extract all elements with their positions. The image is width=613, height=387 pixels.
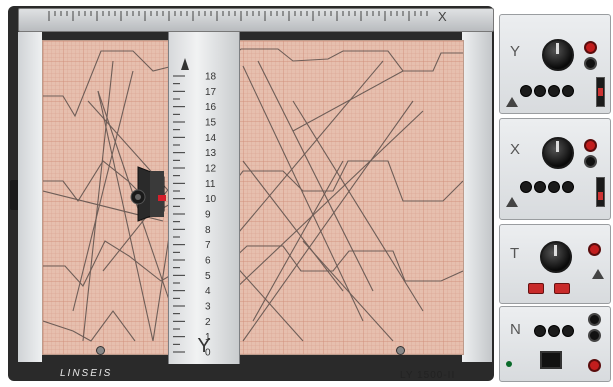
y-scale-label: 13 bbox=[205, 148, 217, 159]
trace-curve bbox=[43, 240, 463, 287]
trace-line bbox=[292, 100, 424, 312]
n-jack-2[interactable] bbox=[588, 329, 601, 342]
trace-line bbox=[82, 60, 114, 342]
timebase-knob[interactable] bbox=[540, 241, 572, 273]
y-scale-label: 8 bbox=[205, 225, 211, 236]
right-guide bbox=[462, 32, 492, 362]
grid bbox=[43, 41, 463, 354]
trace-line bbox=[252, 160, 344, 322]
brand-label: LINSEIS bbox=[60, 368, 113, 379]
x-button-3[interactable] bbox=[548, 181, 560, 193]
y-range-knob[interactable] bbox=[542, 39, 574, 71]
trace-line bbox=[242, 100, 414, 342]
y-scale-label: 7 bbox=[205, 240, 211, 251]
warning-icon bbox=[592, 269, 604, 279]
x-button-4[interactable] bbox=[562, 181, 574, 193]
x-input-jack[interactable] bbox=[584, 139, 597, 152]
trace-line bbox=[232, 110, 424, 292]
y-scale-label: 5 bbox=[205, 271, 211, 282]
y-scale-label: 1 bbox=[205, 332, 211, 343]
trace-line bbox=[242, 160, 344, 292]
y-scale-label: 18 bbox=[205, 72, 217, 83]
trace-line bbox=[97, 90, 154, 342]
module-y: Y bbox=[499, 14, 611, 114]
module-n: N bbox=[499, 306, 611, 382]
y-scale-label: 4 bbox=[205, 286, 211, 297]
plot-traces bbox=[43, 41, 463, 354]
n-button-1[interactable] bbox=[534, 325, 546, 337]
warning-icon bbox=[506, 97, 518, 107]
y-scale-label: 17 bbox=[205, 87, 217, 98]
y-scale-label: 11 bbox=[205, 179, 216, 190]
module-x: X bbox=[499, 118, 611, 220]
module-n-letter: N bbox=[510, 321, 521, 338]
trace-line bbox=[222, 60, 384, 252]
trace-curve bbox=[43, 48, 463, 118]
y-scale-label: 16 bbox=[205, 102, 217, 113]
module-x-letter: X bbox=[510, 141, 521, 158]
y-scale-label: 2 bbox=[205, 317, 211, 328]
n-button-2[interactable] bbox=[548, 325, 560, 337]
y-button-4[interactable] bbox=[562, 85, 574, 97]
warning-icon bbox=[506, 197, 518, 207]
module-t: T bbox=[499, 224, 611, 304]
y-scale-label: 12 bbox=[205, 164, 217, 175]
y-scale-label: 14 bbox=[205, 133, 217, 144]
trace-curve bbox=[43, 310, 136, 342]
x-axis-label: X bbox=[438, 9, 447, 24]
power-led bbox=[506, 361, 512, 367]
x-ground-jack[interactable] bbox=[584, 155, 597, 168]
y-scale-label: 15 bbox=[205, 118, 217, 129]
trace-line bbox=[242, 65, 364, 322]
t-trigger-jack[interactable] bbox=[588, 243, 601, 256]
y-offset-slider[interactable] bbox=[596, 77, 605, 107]
y-input-jack[interactable] bbox=[584, 41, 597, 54]
y-arm[interactable]: 18 17 16 15 14 13 12 11 10 9 8 7 6 5 4 3 2 1 0 Y bbox=[168, 32, 240, 364]
x-button-2[interactable] bbox=[534, 181, 546, 193]
trace-line bbox=[292, 70, 404, 132]
x-rail-top bbox=[18, 8, 494, 32]
y-button-2[interactable] bbox=[534, 85, 546, 97]
model-label: LY 1500-II bbox=[400, 370, 456, 381]
x-button-1[interactable] bbox=[520, 181, 532, 193]
y-scale-label: 0 bbox=[205, 348, 211, 359]
y-scale-label: 10 bbox=[205, 194, 217, 205]
y-axis-label: Y bbox=[197, 335, 211, 357]
trace-line bbox=[72, 70, 134, 312]
y-scale-label: 6 bbox=[205, 256, 211, 267]
left-guide bbox=[18, 32, 42, 362]
x-range-knob[interactable] bbox=[542, 137, 574, 169]
n-jack-1[interactable] bbox=[588, 313, 601, 326]
y-scale-label: 3 bbox=[205, 302, 211, 313]
module-t-letter: T bbox=[510, 245, 520, 262]
trace-line bbox=[302, 240, 394, 342]
frame-latch[interactable] bbox=[10, 180, 20, 210]
screw-icon bbox=[396, 346, 405, 355]
power-switch[interactable] bbox=[540, 351, 562, 369]
y-scale-label: 9 bbox=[205, 210, 211, 221]
start-button[interactable] bbox=[528, 283, 544, 294]
reset-button[interactable] bbox=[554, 283, 570, 294]
pen-carriage[interactable] bbox=[130, 165, 166, 223]
y-arrow-icon bbox=[181, 58, 189, 70]
plot-paper bbox=[42, 40, 464, 355]
x-rail-scale bbox=[48, 11, 428, 21]
screw-icon bbox=[96, 346, 105, 355]
n-jack-3[interactable] bbox=[588, 359, 601, 372]
n-button-3[interactable] bbox=[562, 325, 574, 337]
trace-line bbox=[257, 60, 374, 292]
y-button-3[interactable] bbox=[548, 85, 560, 97]
trace-curve bbox=[43, 160, 463, 212]
x-offset-slider[interactable] bbox=[596, 177, 605, 207]
y-ground-jack[interactable] bbox=[584, 57, 597, 70]
pen-tip-icon bbox=[158, 195, 166, 201]
module-y-letter: Y bbox=[510, 43, 521, 60]
y-button-1[interactable] bbox=[520, 85, 532, 97]
